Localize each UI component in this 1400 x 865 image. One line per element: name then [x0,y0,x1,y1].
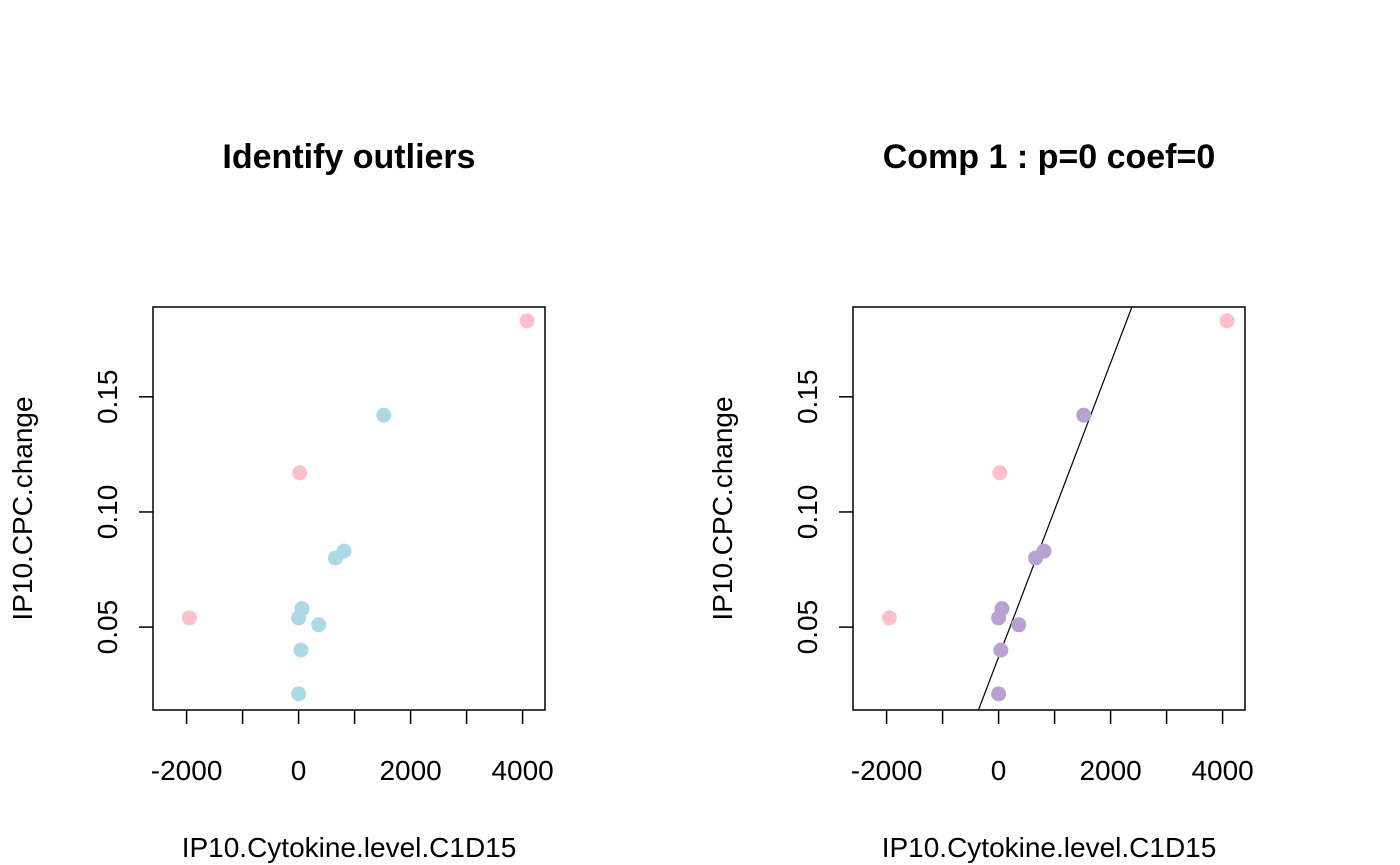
data-point [991,686,1007,702]
panel-comp-1: Comp 1 : p=0 coef=0 IP10.Cytokine.level.… [707,138,1254,863]
outlier-point [1219,313,1235,329]
outlier-point [519,313,535,329]
data-point [336,543,352,559]
outlier-point [992,465,1008,481]
x-tick-label: 2000 [379,755,441,786]
data-point [993,642,1009,658]
data-point [293,642,309,658]
y-tick-label: 0.15 [792,370,823,425]
y-axis-title: IP10.CPC.change [707,396,738,620]
outlier-point [181,610,197,626]
x-tick-label: 0 [291,755,307,786]
outlier-point [292,465,308,481]
y-tick-label: 0.15 [92,370,123,425]
data-point [994,601,1010,617]
chart-title: Comp 1 : p=0 coef=0 [883,138,1216,176]
fit-line [977,307,1133,710]
data-point [376,407,392,423]
x-tick-label: 4000 [1191,755,1253,786]
chart-title: Identify outliers [222,138,475,176]
x-tick-label: -2000 [151,755,223,786]
plot-frame [852,306,1246,711]
y-axis-title: IP10.CPC.change [7,396,38,620]
x-tick-label: 2000 [1079,755,1141,786]
x-tick-label: 0 [991,755,1007,786]
panel-identify-outliers: Identify outliers IP10.Cytokine.level.C1… [7,138,554,863]
x-axis-title: IP10.Cytokine.level.C1D15 [882,832,1217,863]
x-tick-label: 4000 [491,755,553,786]
x-axis-title: IP10.Cytokine.level.C1D15 [182,832,517,863]
y-tick-label: 0.10 [792,485,823,540]
plot-frame [152,306,546,711]
data-point [1036,543,1052,559]
data-point [1076,407,1092,423]
data-point [291,686,307,702]
data-point [294,601,310,617]
x-tick-label: -2000 [851,755,923,786]
outlier-point [881,610,897,626]
y-tick-label: 0.10 [92,485,123,540]
y-tick-label: 0.05 [792,600,823,655]
data-point [311,617,327,633]
y-tick-label: 0.05 [92,600,123,655]
data-point [1011,617,1027,633]
